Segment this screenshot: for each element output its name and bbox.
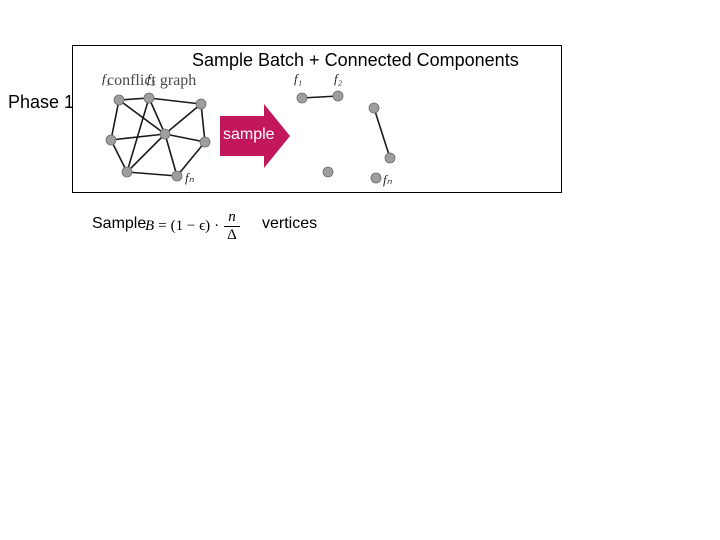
graph-edge	[165, 104, 201, 134]
graph-node-label: f₁	[102, 71, 110, 86]
graph-edge	[111, 100, 119, 140]
graph-node	[196, 99, 206, 109]
formula-paren: (1 − ϵ)	[171, 218, 211, 235]
sample-label: Sample	[92, 215, 146, 233]
formula-eq: =	[158, 218, 166, 235]
graph-node	[323, 167, 333, 177]
graph-node	[369, 103, 379, 113]
graph-edge	[149, 98, 201, 104]
graph-edge	[127, 172, 177, 176]
graph-node-label: f₂	[147, 71, 156, 86]
graph-node-label: f₁	[294, 71, 302, 86]
graph-node	[297, 93, 307, 103]
graph-node	[114, 95, 124, 105]
graph-node-label: fₙ	[383, 172, 393, 187]
graph-node	[371, 173, 381, 183]
graph-edge	[165, 134, 205, 142]
slide-canvas: Sample Batch + Connected Components Phas…	[0, 0, 720, 540]
graph-node	[200, 137, 210, 147]
sparse-graph: f₁f₂fₙ	[280, 86, 410, 184]
sample-formula: B = (1 − ϵ) · n Δ	[145, 210, 241, 243]
graph-node	[144, 93, 154, 103]
graph-edge	[374, 108, 390, 158]
graph-node	[106, 135, 116, 145]
graph-edge	[201, 104, 205, 142]
phase-label: Phase 1	[8, 92, 74, 113]
formula-num: n	[224, 210, 240, 227]
vertices-label: vertices	[262, 215, 317, 233]
graph-node	[172, 171, 182, 181]
graph-node-label: f₂	[334, 71, 343, 86]
graph-node	[333, 91, 343, 101]
graph-node-label: fₙ	[185, 170, 195, 185]
diagram-title: Sample Batch + Connected Components	[192, 50, 519, 71]
sample-arrow-label: sample	[223, 126, 275, 144]
graph-node	[385, 153, 395, 163]
graph-edge	[165, 134, 177, 176]
graph-node	[122, 167, 132, 177]
formula-fraction: n Δ	[223, 210, 241, 243]
graph-node	[160, 129, 170, 139]
graph-edge	[302, 96, 338, 98]
formula-den: Δ	[223, 227, 241, 243]
dense-graph: f₁f₂fₙ	[105, 86, 215, 184]
formula-dot: ·	[214, 218, 219, 235]
formula-lhs: B	[145, 218, 154, 235]
